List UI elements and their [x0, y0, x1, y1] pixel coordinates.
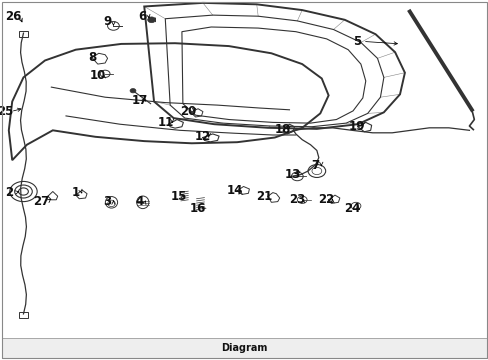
Text: 25: 25: [0, 105, 13, 118]
Text: 9: 9: [103, 15, 111, 28]
Circle shape: [130, 89, 136, 93]
Text: 17: 17: [131, 94, 147, 107]
Bar: [19, 31, 28, 37]
Text: 20: 20: [180, 105, 196, 118]
Text: 13: 13: [284, 168, 300, 181]
Text: 26: 26: [5, 10, 22, 23]
Text: 12: 12: [194, 130, 211, 143]
Text: 10: 10: [89, 69, 106, 82]
Text: 11: 11: [158, 116, 174, 129]
Circle shape: [147, 17, 155, 23]
Bar: [19, 312, 28, 318]
Bar: [2, 338, 486, 358]
Text: 24: 24: [343, 202, 360, 215]
Text: 16: 16: [189, 202, 206, 215]
Text: 2: 2: [5, 186, 13, 199]
Text: 14: 14: [226, 184, 243, 197]
Text: 4: 4: [135, 195, 143, 208]
Text: 21: 21: [255, 190, 272, 203]
Text: 6: 6: [139, 10, 146, 23]
Text: 23: 23: [288, 193, 305, 206]
Text: 15: 15: [170, 190, 186, 203]
Text: 22: 22: [318, 193, 334, 206]
Text: 5: 5: [352, 35, 360, 48]
Text: 18: 18: [274, 123, 290, 136]
Text: Diagram: Diagram: [221, 343, 267, 353]
Text: 7: 7: [311, 159, 319, 172]
Text: 1: 1: [72, 186, 80, 199]
Text: 8: 8: [88, 51, 96, 64]
Text: 3: 3: [103, 195, 111, 208]
Text: 27: 27: [33, 195, 50, 208]
Text: 19: 19: [348, 120, 365, 132]
